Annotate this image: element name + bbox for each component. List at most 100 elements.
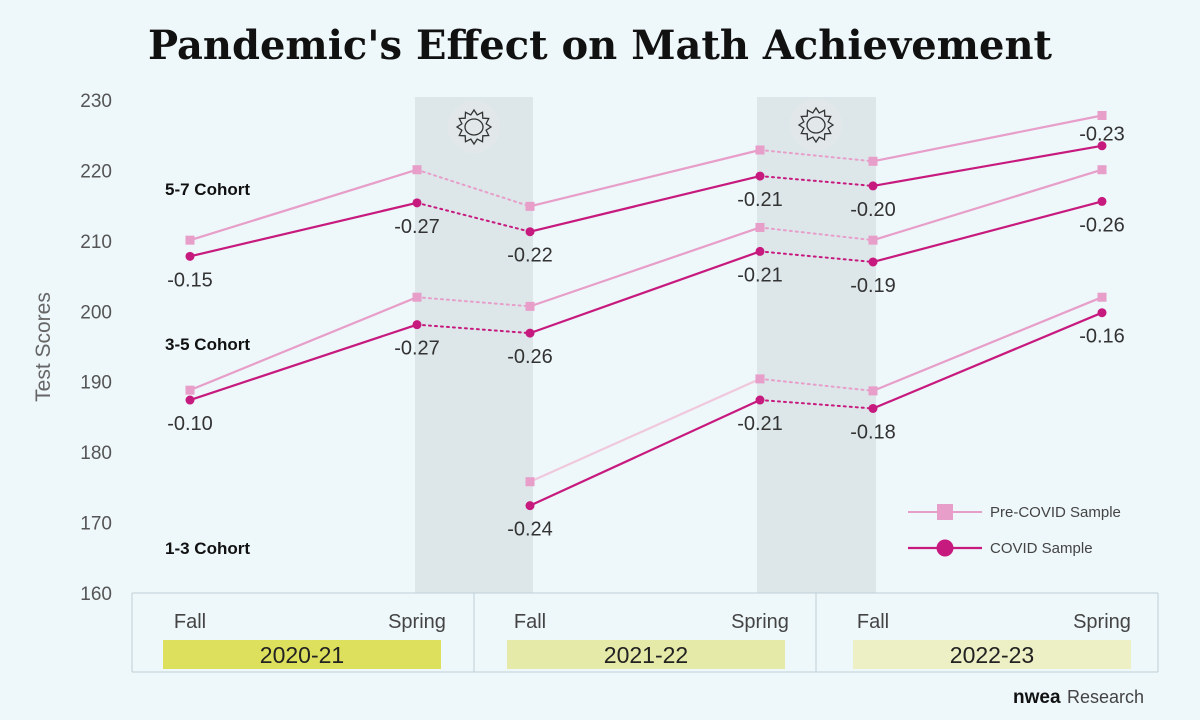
effect-size-label: -0.26 <box>1079 214 1125 236</box>
series-segment <box>871 311 1104 410</box>
series-segment <box>528 226 762 308</box>
series-segment <box>871 200 1104 264</box>
effect-size-label: -0.24 <box>507 519 553 541</box>
covid-point <box>185 395 195 405</box>
effect-size-label: -0.15 <box>167 269 213 291</box>
covid-point <box>412 320 422 330</box>
x-tick-label: Fall <box>174 611 206 633</box>
closure-band-1 <box>415 97 533 593</box>
effect-size-label: -0.10 <box>167 413 213 435</box>
series-segment <box>188 168 419 242</box>
pre-covid-point <box>185 235 195 245</box>
series-segment <box>759 250 874 263</box>
covid-point <box>868 181 878 191</box>
nwea-research-logo: nwea Research <box>1013 687 1144 708</box>
closure-icon <box>790 99 842 151</box>
series-segment <box>528 174 762 233</box>
effect-size-label: -0.21 <box>737 189 783 211</box>
effect-size-label: -0.19 <box>850 275 896 297</box>
icon-core <box>806 116 826 134</box>
effect-size-label: -0.21 <box>737 264 783 286</box>
y-tick-label: 210 <box>80 232 112 253</box>
series-segment <box>528 377 762 483</box>
x-tick-label: Fall <box>857 611 889 633</box>
icon-halo <box>790 99 842 151</box>
x-tick-label: Spring <box>1073 611 1131 633</box>
covid-point <box>1097 141 1107 151</box>
year-pill-2 <box>507 640 785 669</box>
series-segment <box>188 201 419 258</box>
covid-series-1 <box>185 141 1107 261</box>
y-tick-label: 200 <box>80 302 112 323</box>
effect-size-label: -0.20 <box>850 199 896 221</box>
covid-point <box>1097 196 1107 206</box>
cohort-label: 3-5 Cohort <box>165 335 250 354</box>
legend-label-pre-covid: Pre-COVID Sample <box>990 504 1121 521</box>
effect-size-label: -0.18 <box>850 421 896 443</box>
pre-covid-point <box>868 235 878 245</box>
series-lines <box>185 110 1107 511</box>
effect-size-label: -0.21 <box>737 413 783 435</box>
closure-icons <box>448 99 842 153</box>
covid-point <box>525 328 535 338</box>
series-segment <box>416 296 531 308</box>
cohort-labels: 5-7 Cohort 3-5 Cohort 1-3 Cohort <box>165 180 250 558</box>
series-segment <box>416 168 531 208</box>
series-segment <box>759 226 874 242</box>
pre-covid-point <box>868 386 878 396</box>
x-tick-label: Fall <box>514 611 546 633</box>
series-segment <box>759 149 874 163</box>
closure-icon <box>448 101 500 153</box>
y-axis-title: Test Scores <box>32 292 55 402</box>
series-segment <box>871 168 1104 242</box>
icon-core <box>464 118 484 136</box>
pre-covid-series-1 <box>185 110 1107 245</box>
icon-halo <box>448 101 500 153</box>
series-segment <box>528 398 762 507</box>
pre-covid-point <box>525 301 535 311</box>
y-tick-label: 160 <box>80 584 112 605</box>
covid-point <box>755 171 765 181</box>
y-tick-label: 220 <box>80 161 112 182</box>
pre-covid-point <box>1097 110 1107 120</box>
covid-series-2 <box>185 196 1107 405</box>
pre-covid-point <box>412 165 422 175</box>
covid-point <box>412 198 422 208</box>
logo-suffix: Research <box>1067 687 1144 707</box>
logo-word: nwea <box>1013 687 1061 708</box>
pre-covid-point <box>1097 165 1107 175</box>
year-pill-1 <box>163 640 441 669</box>
series-segment <box>871 114 1104 163</box>
pre-covid-point <box>755 222 765 232</box>
series-segment <box>759 175 874 187</box>
series-segment <box>416 323 531 335</box>
series-segment <box>871 296 1104 392</box>
school-closure-bands <box>415 97 876 593</box>
x-tick-label: Spring <box>731 611 789 633</box>
series-segment <box>188 296 419 392</box>
pre-covid-point <box>1097 292 1107 302</box>
icon-rays <box>455 108 493 146</box>
covid-point <box>755 246 765 256</box>
y-tick-label: 190 <box>80 373 112 394</box>
covid-series-3 <box>525 308 1107 511</box>
series-segment <box>871 144 1104 188</box>
covid-point <box>185 251 195 261</box>
covid-point <box>755 395 765 405</box>
x-tick-label: Spring <box>388 611 446 633</box>
year-pill-3 <box>853 640 1131 669</box>
legend-marker-covid <box>936 539 954 557</box>
legend-label-covid: COVID Sample <box>990 540 1093 557</box>
series-segment <box>528 250 762 335</box>
covid-point <box>1097 308 1107 318</box>
effect-size-label: -0.16 <box>1079 326 1125 348</box>
series-segment <box>759 399 874 410</box>
covid-point <box>525 501 535 511</box>
cohort-label: 5-7 Cohort <box>165 180 250 199</box>
covid-point <box>868 257 878 267</box>
series-segment <box>188 323 419 402</box>
legend: Pre-COVID Sample COVID Sample <box>908 504 1121 557</box>
pre-covid-series-3 <box>525 292 1107 487</box>
pre-covid-point <box>755 374 765 384</box>
